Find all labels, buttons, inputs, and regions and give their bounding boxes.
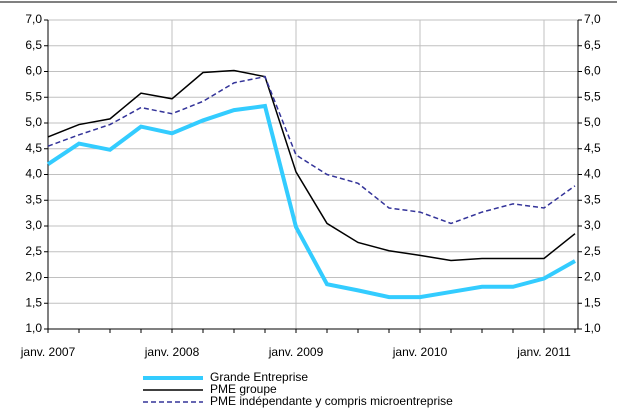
series-line <box>47 75 576 225</box>
x-tick-label: janv. 2010 <box>392 345 448 359</box>
y-tick-label: 4,0 <box>25 167 42 181</box>
y-tick-label: 1,5 <box>25 295 42 309</box>
legend-label: PME indépendante y compris microentrepri… <box>210 394 453 408</box>
y-tick-label: 3,0 <box>25 218 42 232</box>
x-tick-label: janv. 2011 <box>516 345 571 359</box>
series-line <box>47 69 576 262</box>
y2-tick-label: 6,0 <box>584 64 601 78</box>
y-tick-label: 7,0 <box>25 12 42 26</box>
y-tick-label: 5,5 <box>25 89 42 103</box>
y2-tick-label: 1,5 <box>584 295 601 309</box>
y-tick-label: 6,0 <box>25 64 42 78</box>
y-tick-label: 2,5 <box>25 244 42 258</box>
legend-label: Grande Entreprise <box>210 370 308 384</box>
legend-label: PME groupe <box>210 382 277 396</box>
y-tick-label: 5,0 <box>25 115 42 129</box>
y2-tick-label: 2,0 <box>584 270 601 284</box>
y2-tick-label: 5,5 <box>584 89 601 103</box>
y2-tick-label: 7,0 <box>584 12 601 26</box>
series-line <box>46 103 576 300</box>
y2-tick-label: 2,5 <box>584 244 601 258</box>
y2-tick-label: 3,0 <box>584 218 601 232</box>
y2-tick-label: 4,5 <box>584 141 601 155</box>
y2-tick-label: 5,0 <box>584 115 601 129</box>
y-tick-label: 2,0 <box>25 270 42 284</box>
y2-tick-label: 4,0 <box>584 167 601 181</box>
y2-tick-label: 6,5 <box>584 38 601 52</box>
y2-tick-label: 1,0 <box>584 321 601 335</box>
y-tick-label: 1,0 <box>25 321 42 335</box>
y-tick-label: 4,5 <box>25 141 42 155</box>
x-tick-label: janv. 2007 <box>20 345 76 359</box>
x-tick-label: janv. 2008 <box>144 345 200 359</box>
y-tick-label: 6,5 <box>25 38 42 52</box>
y-tick-label: 3,5 <box>25 192 42 206</box>
y2-tick-label: 3,5 <box>584 192 601 206</box>
x-tick-label: janv. 2009 <box>268 345 324 359</box>
